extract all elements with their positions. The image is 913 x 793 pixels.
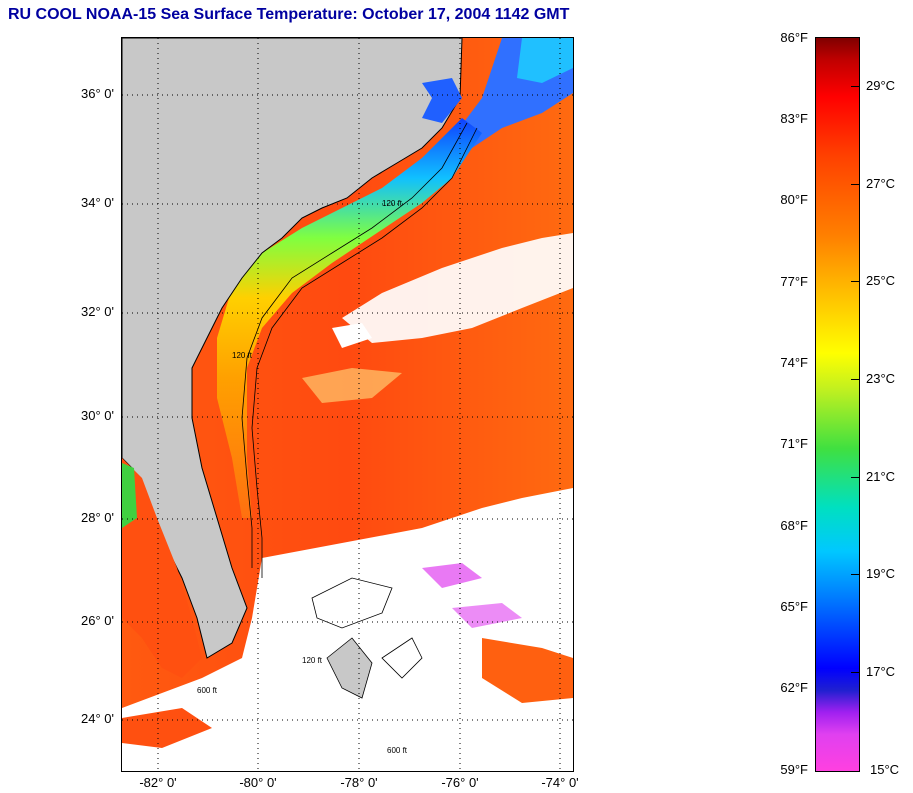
lat-label: 30° 0' (81, 408, 114, 423)
fahrenheit-label: 86°F (780, 30, 808, 45)
celsius-label: 17°C (866, 664, 896, 679)
celsius-tick (851, 86, 859, 87)
fahrenheit-label: 65°F (780, 599, 808, 614)
fahrenheit-label: 68°F (780, 518, 808, 533)
celsius-tick (851, 574, 859, 575)
lon-label: -82° 0' (139, 775, 177, 790)
celsius-label: 29°C (866, 78, 896, 93)
cloud-patch (332, 323, 372, 348)
cool-waters-north-cyan (517, 38, 573, 83)
gulf-waters (122, 458, 202, 678)
celsius-label: 21°C (866, 469, 896, 484)
lat-label: 32° 0' (81, 304, 114, 319)
contour-label: 600 ft (387, 746, 408, 755)
fahrenheit-label: 74°F (780, 355, 808, 370)
lon-label: -74° 0' (541, 775, 579, 790)
contour-600ft (251, 127, 478, 578)
sst-map: 120 ft 120 ft 120 ft 600 ft 600 ft (121, 37, 574, 772)
celsius-tick (851, 281, 859, 282)
lat-label: 36° 0' (81, 86, 114, 101)
warm-patch-southwest (122, 708, 212, 748)
warm-patch-southeast (482, 638, 573, 703)
sst-map-canvas: 120 ft 120 ft 120 ft 600 ft 600 ft (122, 38, 573, 771)
cloud-band-middle (342, 233, 573, 343)
lon-label: -76° 0' (441, 775, 479, 790)
cloud-edge-magenta-2 (452, 603, 522, 628)
celsius-label: 27°C (866, 176, 896, 191)
celsius-tick (851, 477, 859, 478)
celsius-label: 15°C (870, 762, 900, 777)
lat-label: 28° 0' (81, 510, 114, 525)
chesapeake-sound (422, 78, 462, 123)
page-title: RU COOL NOAA-15 Sea Surface Temperature:… (8, 6, 570, 23)
fahrenheit-label: 83°F (780, 111, 808, 126)
bank-outline (381, 637, 423, 679)
fahrenheit-label: 59°F (780, 762, 808, 777)
lat-label: 34° 0' (81, 195, 114, 210)
lat-label: 24° 0' (81, 711, 114, 726)
celsius-tick (851, 184, 859, 185)
gulf-shelf-cool (122, 463, 137, 528)
contour-label: 120 ft (232, 351, 253, 360)
celsius-tick (851, 672, 859, 673)
land-mainland (122, 38, 463, 659)
cloud-thin (302, 368, 402, 403)
cloud-edge-magenta (422, 563, 482, 588)
fahrenheit-label: 71°F (780, 436, 808, 451)
fahrenheit-label: 62°F (780, 680, 808, 695)
shelf-waters (217, 118, 482, 518)
bank-outline-2 (311, 577, 393, 629)
temperature-colorbar (815, 37, 860, 772)
celsius-label: 25°C (866, 273, 896, 288)
grid-lines (122, 38, 573, 771)
bahamas-island (326, 637, 373, 699)
contour-label: 600 ft (197, 686, 218, 695)
celsius-label: 23°C (866, 371, 896, 386)
lon-label: -78° 0' (340, 775, 378, 790)
celsius-label: 19°C (866, 566, 896, 581)
fahrenheit-label: 80°F (780, 192, 808, 207)
lat-label: 26° 0' (81, 613, 114, 628)
contour-120ft (241, 122, 468, 568)
celsius-tick (851, 379, 859, 380)
contour-label: 120 ft (302, 656, 323, 665)
lon-label: -80° 0' (239, 775, 277, 790)
fahrenheit-label: 77°F (780, 274, 808, 289)
